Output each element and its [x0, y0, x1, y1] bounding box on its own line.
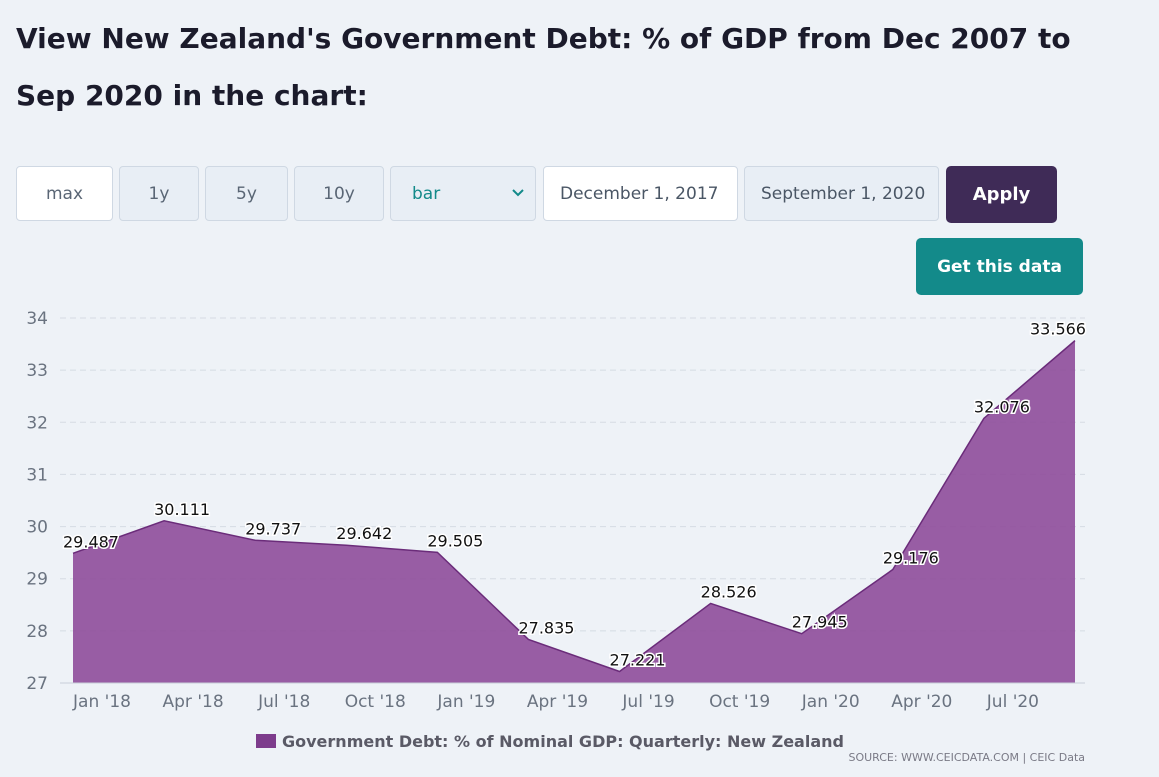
range-max-button[interactable]: max: [16, 166, 113, 221]
chart-area-layer: [72, 340, 1076, 683]
y-tick-label: 31: [26, 465, 48, 485]
data-label: 29.505: [427, 531, 483, 550]
x-tick-label: Apr '20: [891, 692, 952, 712]
data-label: 28.526: [701, 582, 757, 601]
data-label: 27.945: [792, 613, 848, 632]
x-tick-label: Oct '18: [345, 692, 406, 712]
x-tick-label: Jan '19: [436, 692, 495, 712]
y-tick-label: 33: [26, 361, 48, 381]
y-tick-label: 29: [26, 570, 48, 590]
data-label: 29.487: [63, 532, 119, 551]
apply-button[interactable]: Apply: [946, 166, 1057, 223]
start-date-input[interactable]: December 1, 2017: [543, 166, 738, 221]
data-label: 30.111: [154, 500, 210, 519]
get-this-data-button[interactable]: Get this data: [916, 238, 1083, 295]
legend-label: Government Debt: % of Nominal GDP: Quart…: [282, 731, 844, 751]
end-date-input[interactable]: September 1, 2020: [744, 166, 939, 221]
data-label: 29.642: [336, 524, 392, 543]
x-tick-label: Jan '18: [72, 692, 131, 712]
data-label: 33.566: [1030, 320, 1086, 339]
x-tick-label: Jul '18: [257, 692, 310, 712]
chart-type-select[interactable]: bar: [390, 166, 536, 221]
chevron-down-icon: [512, 189, 524, 197]
data-label: 27.835: [518, 618, 574, 637]
x-tick-label: Jul '20: [986, 692, 1039, 712]
page-title: View New Zealand's Government Debt: % of…: [16, 22, 1071, 112]
y-tick-label: 30: [26, 518, 48, 538]
x-tick-label: Apr '18: [163, 692, 224, 712]
data-label: 29.176: [883, 549, 939, 568]
area-chart: 27 28 29 30 31 32 33 34 Jan '18 Apr '18 Jul '18 Oc…: [26, 309, 1088, 712]
y-tick-label: 34: [26, 309, 48, 329]
data-label: 29.737: [245, 519, 301, 538]
x-axis-labels: Jan '18 Apr '18 Jul '18 Oct '18 Jan '19 Apr '…: [60, 682, 1085, 712]
data-label: 27.221: [610, 650, 666, 669]
chart-type-value: bar: [412, 183, 441, 204]
chart-legend[interactable]: Government Debt: % of Nominal GDP: Quart…: [256, 730, 844, 752]
y-tick-label: 32: [26, 413, 48, 433]
data-label: 32.076: [974, 397, 1030, 416]
y-axis-labels: 27 28 29 30 31 32 33 34: [26, 309, 48, 694]
series-line: [72, 340, 1076, 673]
y-tick-label: 27: [26, 674, 48, 694]
source-note: SOURCE: WWW.CEICDATA.COM | CEIC Data: [848, 751, 1085, 764]
x-tick-label: Apr '19: [527, 692, 588, 712]
range-1y-button[interactable]: 1y: [119, 166, 199, 221]
range-10y-button[interactable]: 10y: [294, 166, 384, 221]
data-labels: 29.487 30.111 29.737 29.642 29.505 27.835 27.2…: [62, 318, 1088, 671]
x-tick-label: Jul '19: [621, 692, 674, 712]
y-tick-label: 28: [26, 622, 48, 642]
range-5y-button[interactable]: 5y: [205, 166, 288, 221]
series-area: [73, 340, 1075, 683]
x-tick-label: Oct '19: [709, 692, 770, 712]
x-tick-label: Jan '20: [801, 692, 860, 712]
legend-swatch: [256, 734, 276, 748]
